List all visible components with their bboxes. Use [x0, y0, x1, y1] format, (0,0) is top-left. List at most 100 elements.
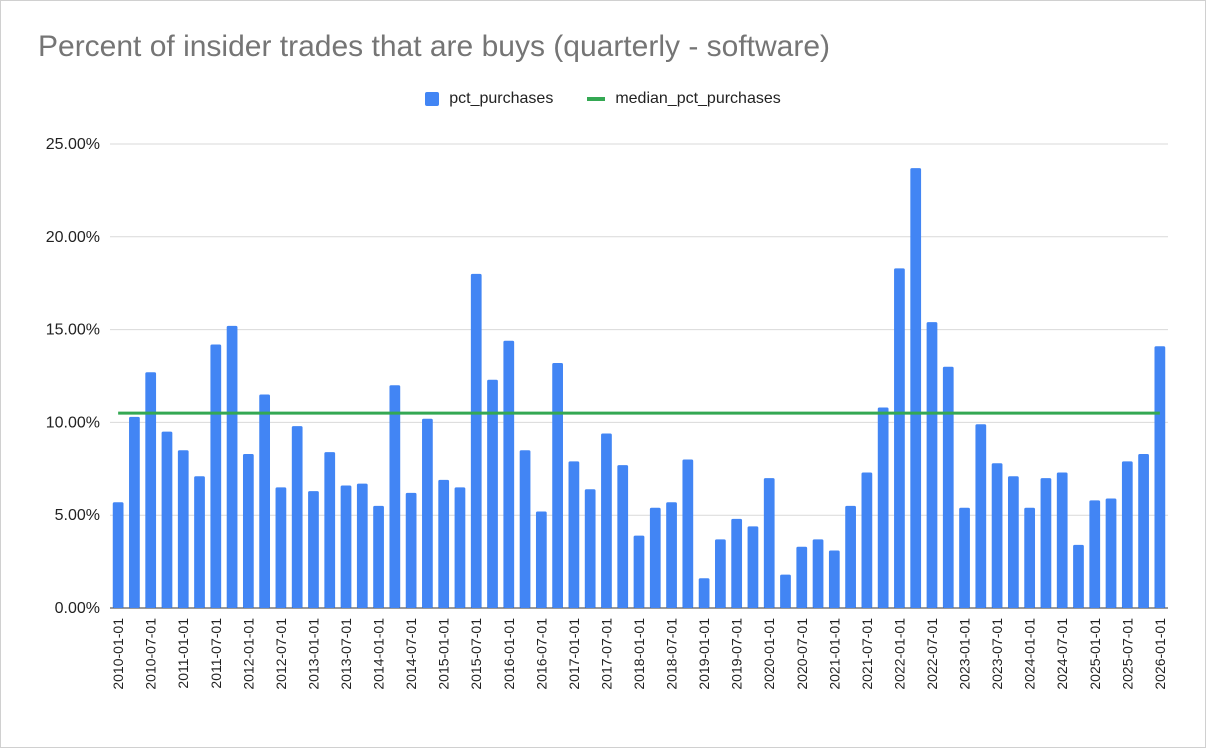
bar	[1024, 507, 1036, 608]
chart-legend: pct_purchases median_pct_purchases	[0, 90, 1206, 108]
x-tick-label: 2023-07-01	[989, 618, 1005, 690]
legend-item-pct-purchases[interactable]: pct_purchases	[425, 90, 553, 108]
bar	[324, 452, 336, 608]
bar	[763, 478, 775, 608]
x-tick-label: 2012-01-01	[240, 618, 256, 690]
legend-label-median-pct-purchases: median_pct_purchases	[615, 90, 781, 107]
bar	[926, 322, 938, 608]
x-tick-label: 2020-07-01	[794, 618, 810, 690]
bar	[177, 450, 189, 608]
x-tick-label: 2020-01-01	[761, 618, 777, 690]
bar	[519, 450, 531, 608]
bar	[1154, 346, 1166, 608]
y-tick-label: 15.00%	[46, 322, 100, 339]
x-tick-label: 2025-01-01	[1087, 618, 1103, 690]
bar	[682, 459, 694, 608]
bar	[194, 476, 205, 608]
bar	[129, 416, 140, 608]
bar	[470, 273, 482, 608]
x-tick-label: 2013-07-01	[338, 618, 354, 690]
x-tick-label: 2024-01-01	[1022, 618, 1038, 690]
y-tick-label: 20.00%	[46, 229, 100, 246]
x-tick-label: 2016-01-01	[501, 618, 517, 690]
bar	[340, 485, 352, 608]
bar	[503, 340, 515, 608]
legend-item-median-pct-purchases[interactable]: median_pct_purchases	[587, 90, 781, 108]
bar	[405, 492, 417, 608]
y-tick-label: 25.00%	[46, 136, 100, 153]
x-tick-label: 2021-01-01	[826, 618, 842, 690]
bar	[454, 487, 466, 608]
bar	[568, 461, 580, 608]
bar	[780, 574, 791, 608]
bar	[747, 526, 759, 608]
y-tick-label: 5.00%	[55, 507, 100, 524]
x-tick-label: 2016-07-01	[533, 618, 549, 690]
x-tick-label: 2015-01-01	[436, 618, 452, 690]
bar	[601, 433, 612, 608]
x-tick-label: 2011-07-01	[208, 618, 224, 689]
bar	[487, 379, 498, 608]
bar	[552, 363, 563, 608]
x-tick-label: 2012-07-01	[273, 618, 289, 690]
bar	[291, 426, 303, 608]
bar	[242, 453, 254, 608]
bar	[1138, 453, 1149, 608]
bar	[715, 539, 726, 608]
bar	[1089, 500, 1101, 608]
bar	[698, 578, 710, 608]
x-tick-label: 2018-01-01	[631, 618, 647, 690]
bar	[389, 385, 401, 608]
x-tick-label: 2025-07-01	[1119, 618, 1135, 690]
bar	[226, 325, 238, 608]
y-tick-label: 0.00%	[55, 600, 100, 617]
bar	[308, 491, 319, 608]
bar	[1105, 498, 1117, 608]
bar	[356, 483, 368, 608]
x-tick-label: 2015-07-01	[468, 618, 484, 690]
x-tick-label: 2026-01-01	[1152, 618, 1168, 690]
bar	[633, 535, 645, 608]
bar	[1121, 461, 1133, 608]
bar	[910, 168, 922, 609]
bar	[1056, 472, 1068, 608]
x-tick-label: 2019-07-01	[729, 618, 745, 690]
bar	[959, 507, 970, 608]
bar	[877, 407, 889, 608]
x-tick-label: 2023-01-01	[957, 618, 973, 690]
bar	[275, 487, 287, 608]
x-tick-label: 2010-07-01	[143, 618, 159, 690]
bar	[535, 511, 547, 608]
bar	[991, 463, 1003, 608]
bar	[422, 418, 433, 608]
x-tick-label: 2024-07-01	[1054, 618, 1070, 690]
bar	[666, 502, 677, 608]
legend-swatch-line	[587, 97, 606, 101]
bar	[1007, 476, 1019, 608]
y-tick-label: 10.00%	[46, 414, 100, 431]
bar	[438, 479, 450, 608]
x-tick-label: 2014-07-01	[403, 618, 419, 690]
bar	[1040, 478, 1052, 608]
bar	[942, 366, 954, 608]
x-tick-label: 2019-01-01	[696, 618, 712, 690]
bar	[861, 472, 873, 608]
x-tick-label: 2010-01-01	[110, 618, 126, 690]
bar	[649, 507, 661, 608]
x-tick-label: 2011-01-01	[175, 618, 191, 689]
bar	[145, 372, 157, 608]
chart-title: Percent of insider trades that are buys …	[38, 30, 831, 63]
x-tick-label: 2022-07-01	[924, 618, 940, 690]
x-tick-label: 2017-01-01	[566, 618, 582, 690]
bar	[812, 539, 824, 608]
bar	[161, 431, 173, 608]
x-tick-label: 2022-01-01	[891, 618, 907, 690]
bar	[259, 394, 271, 608]
bar	[975, 424, 987, 608]
bar	[112, 502, 124, 608]
bar	[828, 550, 840, 608]
x-tick-label: 2014-01-01	[371, 618, 387, 690]
bar	[894, 268, 905, 608]
